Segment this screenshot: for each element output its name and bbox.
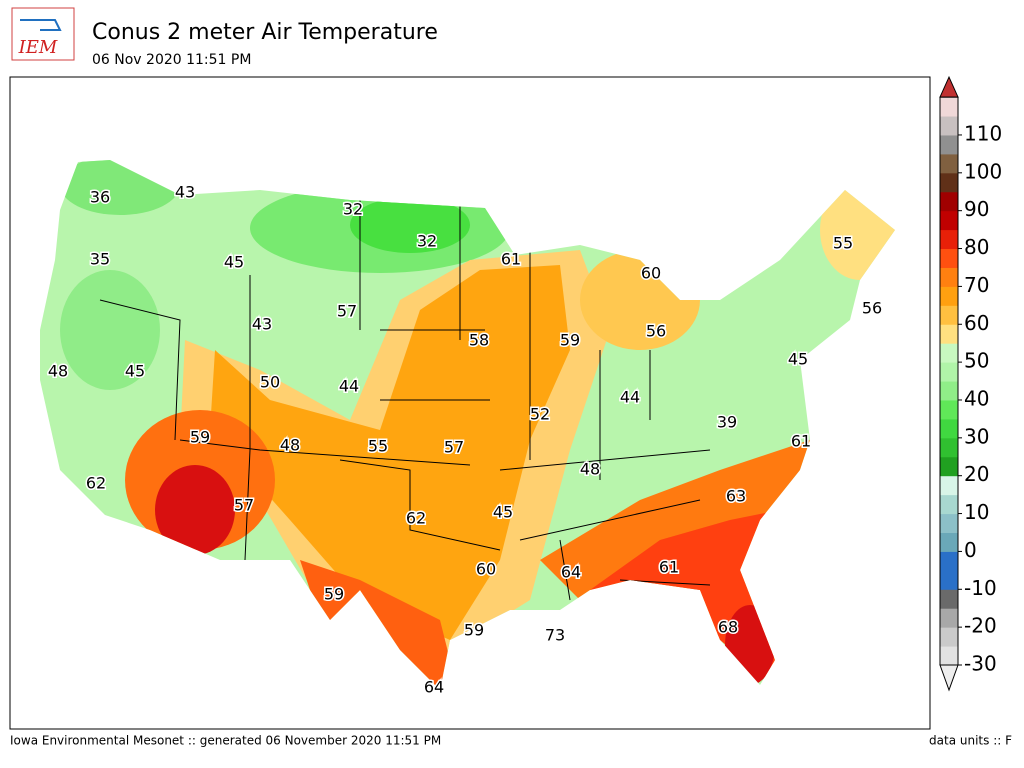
colorbar-bin (940, 324, 958, 344)
temperature-label: 35 (90, 250, 110, 269)
temperature-label: 64 (561, 563, 581, 582)
temperature-label: 45 (125, 362, 145, 381)
temperature-label: 63 (726, 487, 746, 506)
temperature-label: 59 (560, 331, 580, 350)
temperature-label: 56 (862, 299, 882, 318)
colorbar-tick-label: 110 (964, 121, 1002, 145)
colorbar-bin (940, 97, 958, 117)
colorbar-tick-label: 30 (964, 424, 989, 448)
colorbar: -30 -20 -10 0 10 20 30 40 50 60 70 80 90 100 110 (939, 75, 1002, 692)
temperature-label: 48 (48, 362, 68, 381)
temperature-label: 55 (833, 234, 853, 253)
temperature-label: 56 (646, 322, 666, 341)
colorbar-bin (940, 229, 958, 250)
colorbar-tick-label: 20 (964, 462, 989, 486)
colorbar-bin (940, 418, 958, 439)
colorbar-bin (940, 437, 958, 458)
temperature-label: 44 (339, 377, 359, 396)
colorbar-bin (940, 399, 958, 420)
temperature-label: 39 (717, 413, 737, 432)
colorbar-tick-label: 50 (964, 349, 989, 373)
colorbar-bin (940, 381, 958, 401)
colorbar-bin (940, 532, 958, 552)
colorbar-tick-label: 10 (964, 500, 989, 524)
colorbar-bin (940, 116, 958, 136)
temperature-label: 48 (580, 460, 600, 479)
colorbar-bin (940, 191, 958, 212)
colorbar-arrow (939, 75, 959, 98)
temperature-label: 57 (444, 438, 464, 457)
temperature-label: 48 (280, 436, 300, 455)
temperature-label: 57 (234, 496, 254, 515)
colorbar-tick-label: 60 (964, 311, 989, 335)
temperature-label: 60 (641, 264, 661, 283)
map-labels: 36 43 32 32 35 45 61 60 55 56 43 57 58 59 56 48 45 50 44 45… (46, 181, 883, 698)
colorbar-tick-label: 80 (964, 235, 989, 259)
colorbar-bin (940, 456, 958, 477)
temperature-label: 45 (493, 503, 513, 522)
temperature-label: 68 (718, 618, 738, 637)
colorbar-tick-label: 0 (964, 538, 977, 562)
temperature-label: 32 (417, 232, 437, 251)
colorbar-bin (940, 608, 958, 628)
temperature-label: 59 (464, 621, 484, 640)
colorbar-bin (940, 589, 958, 609)
colorbar-tick-label: 100 (964, 159, 1002, 183)
colorbar-tick-label: 90 (964, 197, 989, 221)
temperature-label: 59 (324, 585, 344, 604)
temperature-label: 36 (90, 188, 110, 207)
colorbar-bin (940, 210, 958, 231)
colorbar-bin (940, 343, 958, 363)
colorbar-tick-label: 70 (964, 273, 989, 297)
colorbar-bin (940, 286, 958, 306)
colorbar-tick-label: -10 (964, 576, 997, 600)
footer-left: Iowa Environmental Mesonet :: generated … (10, 734, 441, 748)
colorbar-bin (940, 305, 958, 325)
subtitle: 06 Nov 2020 11:51 PM (92, 52, 251, 68)
temperature-label: 45 (788, 350, 808, 369)
colorbar-bin (940, 153, 958, 174)
temperature-label: 73 (545, 626, 565, 645)
temperature-label: 58 (469, 331, 489, 350)
colorbar-arrow (939, 664, 959, 692)
temperature-label: 55 (368, 437, 388, 456)
temperature-label: 43 (175, 183, 195, 202)
temperature-label: 61 (791, 432, 811, 451)
colorbar-tick-label: -30 (964, 652, 997, 676)
temperature-label: 59 (190, 428, 210, 447)
colorbar-bin (940, 570, 958, 590)
logo: IEM (11, 7, 75, 61)
temperature-label: 62 (86, 474, 106, 493)
title: Conus 2 meter Air Temperature (92, 20, 438, 45)
temperature-label: 45 (224, 253, 244, 272)
temperature-label: 61 (659, 558, 679, 577)
temperature-label: 43 (252, 315, 272, 334)
temperature-label: 61 (501, 250, 521, 269)
colorbar-bin (940, 267, 958, 287)
colorbar-bin (940, 248, 958, 268)
temperature-label: 57 (337, 302, 357, 321)
colorbar-bin (940, 362, 958, 382)
temperature-label: 52 (530, 405, 550, 424)
temperature-label: 64 (424, 678, 444, 697)
temperature-label: 60 (476, 560, 496, 579)
colorbar-bin (940, 513, 958, 533)
footer-right: data units :: F (929, 734, 1012, 748)
colorbar-bin (940, 475, 958, 496)
colorbar-outline (939, 96, 959, 666)
colorbar-tick-label: 40 (964, 386, 989, 410)
temperature-label: 44 (620, 388, 640, 407)
temperature-label: 62 (406, 509, 426, 528)
colorbar-bin (940, 134, 958, 155)
colorbar-bin (940, 627, 958, 647)
colorbar-bin (940, 646, 958, 666)
logo-text: IEM (18, 37, 58, 58)
temperature-label: 50 (260, 373, 280, 392)
colorbar-bin (940, 494, 958, 515)
colorbar-bin (940, 172, 958, 193)
colorbar-bin (940, 551, 958, 571)
temperature-label: 32 (343, 200, 363, 219)
colorbar-tick-label: -20 (964, 614, 997, 638)
